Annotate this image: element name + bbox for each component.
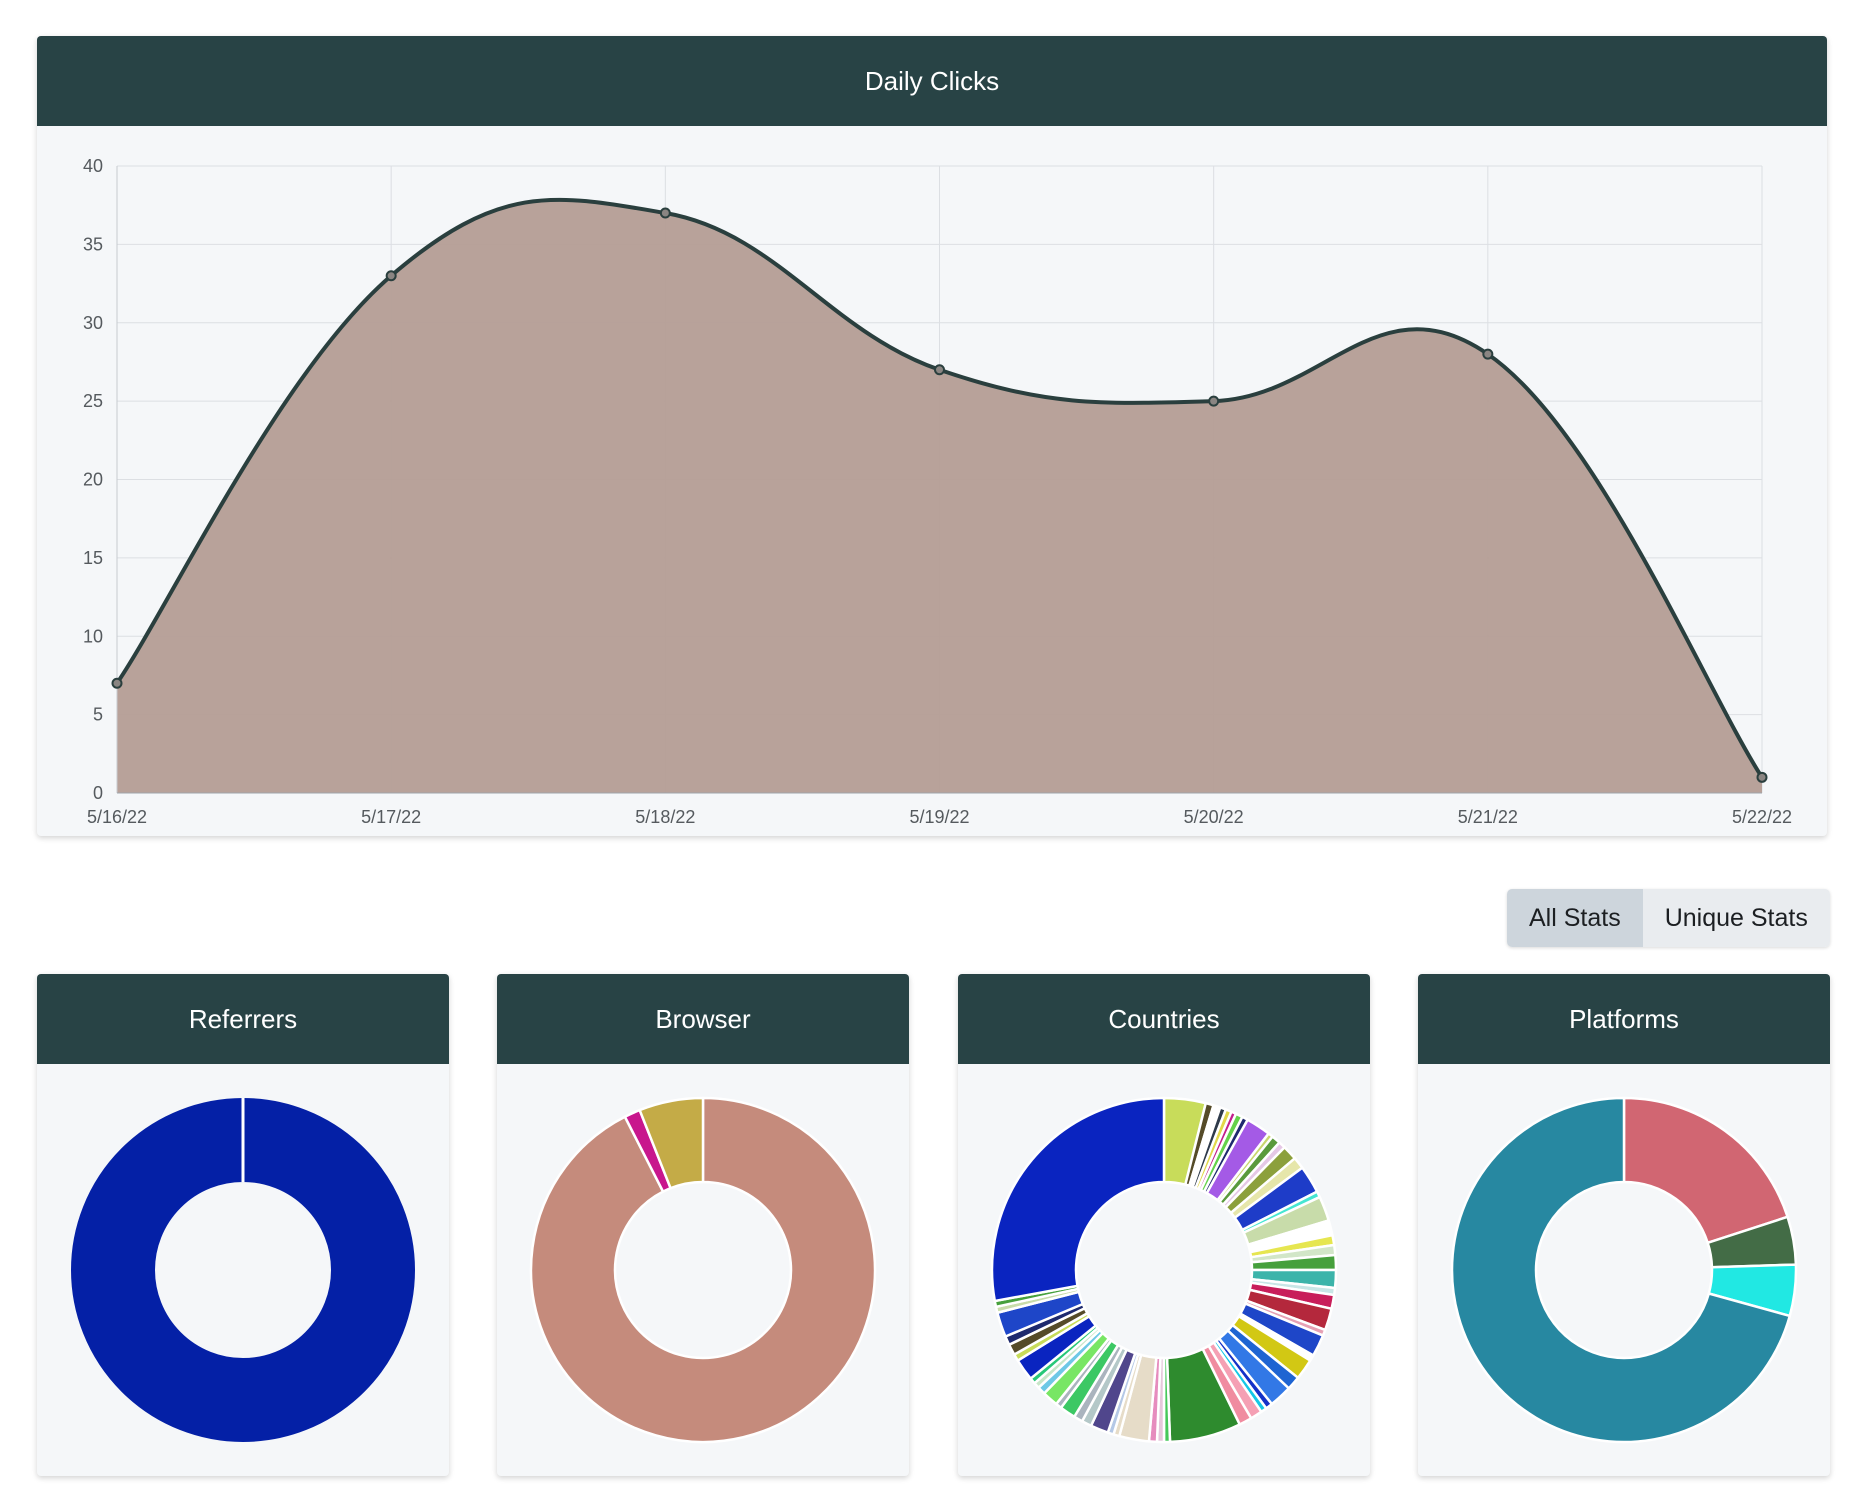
y-tick-label: 35 — [83, 234, 103, 254]
donut-slice[interactable] — [529, 1096, 877, 1444]
donut-slice[interactable] — [638, 1096, 705, 1190]
unique-stats-button[interactable]: Unique Stats — [1642, 889, 1830, 947]
clicks-area-fill — [117, 199, 1762, 794]
data-point[interactable] — [385, 270, 397, 282]
y-tick-label: 40 — [83, 156, 103, 176]
platforms-title: Platforms — [1418, 974, 1830, 1064]
donut-slice[interactable] — [1450, 1096, 1792, 1444]
x-tick-label: 5/16/22 — [87, 807, 147, 827]
countries-title: Countries — [958, 974, 1370, 1064]
referrers-card: Referrers — [37, 974, 449, 1476]
data-point[interactable] — [934, 364, 945, 376]
platforms-card: Platforms — [1418, 974, 1830, 1476]
y-tick-label: 30 — [83, 313, 103, 333]
y-tick-label: 20 — [83, 470, 103, 490]
y-tick-label: 0 — [93, 783, 103, 803]
y-tick-label: 10 — [83, 626, 103, 646]
all-stats-button[interactable]: All Stats — [1507, 889, 1643, 947]
x-tick-label: 5/17/22 — [361, 807, 421, 827]
y-tick-label: 25 — [83, 391, 103, 411]
x-tick-label: 5/19/22 — [909, 807, 969, 827]
browser-donut-chart — [529, 1096, 877, 1444]
data-point[interactable] — [1482, 348, 1494, 360]
countries-card: Countries — [958, 974, 1370, 1476]
referrers-title: Referrers — [37, 974, 449, 1064]
countries-donut-chart — [990, 1096, 1338, 1444]
y-tick-label: 5 — [93, 705, 103, 725]
browser-title: Browser — [497, 974, 909, 1064]
data-point[interactable] — [1208, 395, 1220, 407]
donut-slice[interactable] — [990, 1096, 1166, 1303]
donut-slice[interactable] — [1622, 1096, 1789, 1245]
data-point[interactable] — [111, 677, 123, 689]
x-tick-label: 5/21/22 — [1458, 807, 1518, 827]
stats-toggle: All Stats Unique Stats — [1507, 889, 1830, 947]
referrers-donut-chart — [71, 1098, 415, 1442]
x-tick-label: 5/22/22 — [1732, 807, 1792, 827]
y-tick-label: 15 — [83, 548, 103, 568]
data-point[interactable] — [1756, 771, 1768, 783]
daily-clicks-card: Daily Clicks 0 5 10 15 20 25 30 35 40 5/16/22 5/17… — [37, 36, 1827, 836]
browser-card: Browser — [497, 974, 909, 1476]
daily-clicks-chart: 0 5 10 15 20 25 30 35 40 5/16/22 5/17/22 5/18/22 5/1… — [83, 156, 1792, 827]
data-point[interactable] — [659, 207, 671, 219]
platforms-donut-chart — [1450, 1096, 1798, 1444]
x-tick-label: 5/20/22 — [1184, 807, 1244, 827]
daily-clicks-title: Daily Clicks — [37, 36, 1827, 126]
x-tick-label: 5/18/22 — [635, 807, 695, 827]
